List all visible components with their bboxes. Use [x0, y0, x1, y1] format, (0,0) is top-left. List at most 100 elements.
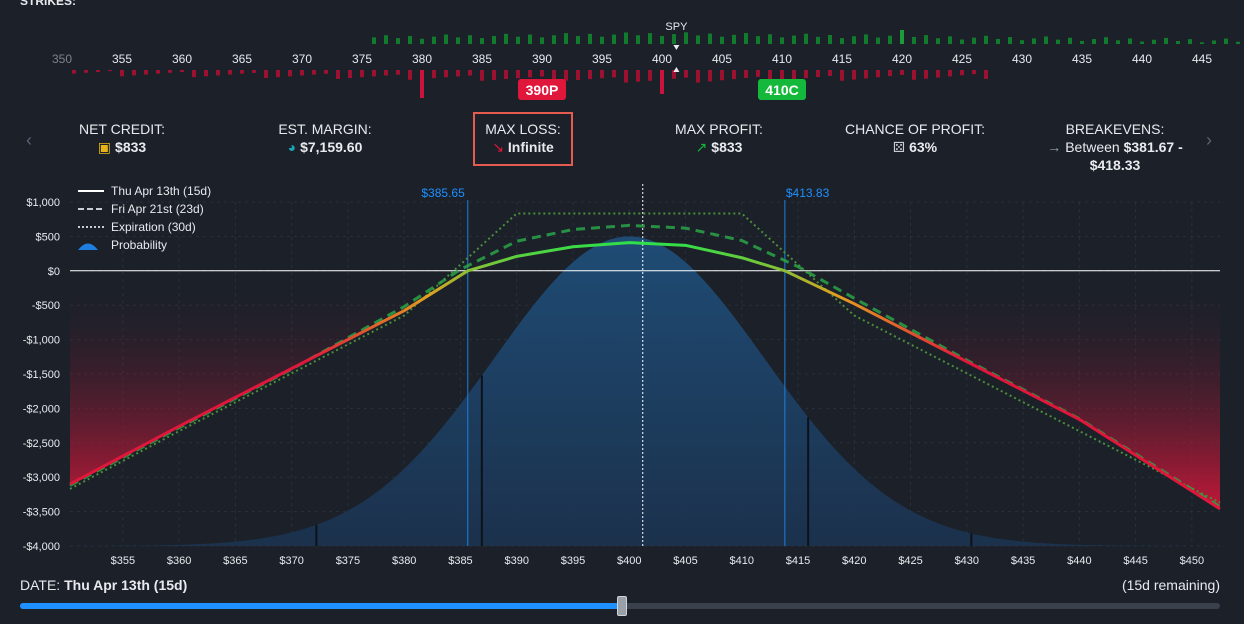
chance-of-profit-value: 63%: [909, 139, 938, 155]
strike-tick-label: 400: [652, 52, 672, 66]
put-oi-bar: [984, 70, 988, 79]
put-oi-bar: [732, 70, 736, 80]
breakevens-label: BREAKEVENS:: [1065, 121, 1165, 137]
call-oi-bar: [852, 36, 856, 44]
max-profit-value: $833: [711, 139, 743, 155]
call-oi-bar: [1104, 37, 1108, 44]
call-oi-bar: [396, 38, 400, 44]
call-oi-bar: [756, 36, 760, 44]
max-profit-label: MAX PROFIT:: [675, 121, 763, 137]
call-oi-bar: [552, 35, 556, 44]
date-slider-fill: [20, 603, 622, 609]
call-oi-bar: [1092, 39, 1096, 44]
call-oi-bar: [600, 36, 604, 44]
call-oi-bar: [660, 36, 664, 44]
call-oi-bar: [672, 34, 676, 44]
put-oi-bar: [420, 70, 424, 98]
call-oi-bar: [540, 37, 544, 44]
put-oi-bar: [828, 70, 832, 76]
dice-icon: ⚄: [892, 139, 906, 155]
put-oi-bar: [612, 70, 616, 78]
put-oi-bar: [120, 70, 124, 77]
legend-probability-swatch: [78, 243, 98, 250]
call-oi-bar: [1116, 40, 1120, 44]
put-oi-bar: [72, 70, 76, 74]
strike-tick-label: 355: [112, 52, 132, 66]
strike-tick-label: 435: [1072, 52, 1092, 66]
strike-tick-label: 390: [532, 52, 552, 66]
put-oi-bar: [744, 70, 748, 78]
net-credit-label: NET CREDIT:: [78, 121, 166, 137]
put-oi-bar: [900, 70, 904, 75]
y-tick-label: -$2,500: [23, 438, 60, 450]
strikes-label: STRIKES:: [20, 0, 77, 8]
put-oi-bar: [300, 70, 304, 76]
call-oi-bar: [624, 32, 628, 44]
call-oi-bar: [828, 34, 832, 44]
put-oi-bar: [948, 70, 952, 77]
put-oi-bar: [396, 70, 400, 75]
call-oi-bar: [1236, 41, 1240, 44]
series-line-expiration: [69, 212, 1221, 504]
put-oi-bar: [372, 70, 376, 77]
call-oi-bar: [972, 37, 976, 44]
put-oi-bar: [384, 70, 388, 76]
chevron-right-icon[interactable]: ›: [1206, 130, 1212, 150]
put-oi-bar: [468, 70, 472, 76]
put-oi-bar: [492, 70, 496, 80]
put-oi-bar: [720, 70, 724, 81]
call-oi-bar: [588, 33, 592, 44]
put-oi-bar: [552, 70, 556, 82]
chevron-left-icon[interactable]: ‹: [26, 130, 32, 150]
strike-tick-label: 360: [172, 52, 192, 66]
call-oi-bar: [1068, 37, 1072, 44]
call-oi-bar: [816, 36, 820, 44]
max-loss-highlight: [473, 112, 573, 166]
x-tick-label: $385: [448, 555, 472, 566]
call-oi-bar: [1152, 39, 1156, 44]
put-oi-bar: [768, 70, 772, 82]
put-oi-bar: [360, 70, 364, 78]
put-oi-bar: [480, 70, 484, 81]
x-tick-label: $435: [1011, 555, 1035, 566]
date-slider[interactable]: [20, 596, 1220, 616]
x-tick-label: $430: [955, 555, 979, 566]
call-oi-bar: [480, 38, 484, 44]
y-tick-label: $1,000: [26, 197, 60, 209]
call-oi-bar: [456, 37, 460, 44]
call-oi-bar: [720, 36, 724, 44]
legend-entry: Thu Apr 13th (15d): [111, 184, 211, 198]
call-oi-bar: [504, 33, 508, 44]
call-oi-bar: [792, 35, 796, 44]
put-oi-bar: [528, 70, 532, 78]
x-tick-label: $425: [898, 555, 922, 566]
put-strike-tag: [518, 79, 566, 100]
call-oi-bar: [492, 35, 496, 44]
x-tick-label: $410: [730, 555, 754, 566]
legend-entry: Expiration (30d): [111, 220, 196, 234]
put-oi-bar: [624, 70, 628, 83]
legend-entry: Fri Apr 21st (23d): [111, 202, 204, 216]
pnl-chart[interactable]: $385.65 $413.83 $1,000 $500 $0 -$500 -$1,000 -$…: [0, 176, 1244, 566]
call-oi-bar: [744, 32, 748, 44]
x-tick-label: $390: [504, 555, 528, 566]
call-oi-bar: [564, 33, 568, 44]
call-oi-bar: [768, 34, 772, 44]
call-oi-bar: [648, 33, 652, 44]
call-oi-bar: [1008, 37, 1012, 44]
call-oi-bar: [1056, 39, 1060, 44]
net-credit-stat: NET CREDIT: ▣ $833: [62, 120, 182, 156]
put-oi-bar: [204, 70, 208, 77]
x-tick-label: $400: [617, 555, 641, 566]
put-oi-bar: [84, 70, 88, 73]
x-tick-label: $415: [786, 555, 810, 566]
x-tick-label: $440: [1067, 555, 1091, 566]
put-oi-bar: [144, 70, 148, 75]
strike-tick-label: 395: [592, 52, 612, 66]
put-oi-bar: [240, 70, 244, 74]
call-oi-bar: [384, 35, 388, 44]
call-oi-bar: [1164, 37, 1168, 44]
date-slider-thumb[interactable]: [617, 596, 627, 616]
put-oi-bar: [96, 70, 100, 72]
put-oi-bar: [408, 70, 412, 80]
